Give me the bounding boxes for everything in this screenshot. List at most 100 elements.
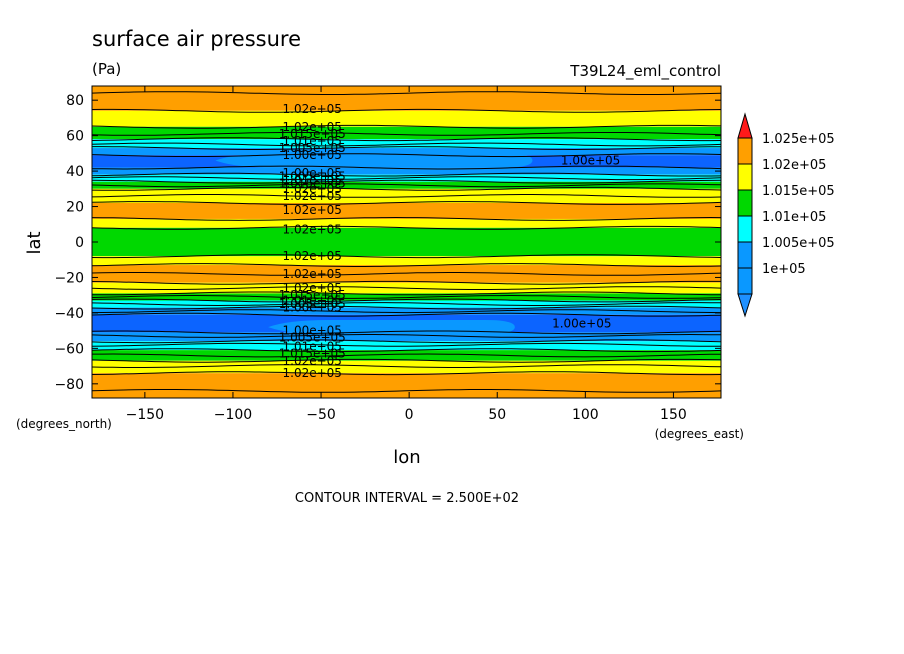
pressure-band-6	[92, 167, 721, 175]
legend-label-4: 1.005e+05	[762, 236, 835, 251]
contour-line-39	[92, 389, 721, 393]
pressure-band-20	[92, 332, 721, 342]
legend-label-0: 1.025e+05	[762, 132, 835, 147]
contour-line-6	[92, 146, 721, 151]
contour-label-9: 1.01e+05	[283, 173, 342, 187]
y-axis-ticks: −80 −60 −40 −20 0 20 40 60 80	[54, 93, 721, 393]
contour-line-4	[92, 137, 721, 142]
contour-line-11	[92, 179, 721, 184]
colorbar-legend: 1.025e+05 1.02e+05 1.015e+05 1.01e+05 1.005e…	[737, 112, 835, 318]
contour-label-0: 1.02e+05	[283, 102, 342, 116]
contour-lines	[92, 91, 721, 393]
legend-swatch-0	[737, 137, 753, 165]
y-tick-label-5: 20	[66, 200, 84, 216]
pressure-band-9	[92, 188, 721, 203]
contour-line-30	[92, 330, 721, 335]
contour-label-5: 1.00e+05	[283, 148, 342, 162]
contour-label-27: 1.02e+05	[283, 354, 342, 368]
contour-label-21: 1.00e+05	[283, 301, 342, 315]
pressure-band-12	[92, 227, 721, 257]
contour-label-15: 1.02e+05	[283, 249, 342, 263]
contour-line-12	[92, 183, 721, 188]
contour-label-7: 1.00e+05	[283, 166, 342, 180]
contour-line-34	[92, 348, 721, 353]
contour-line-26	[92, 302, 721, 307]
pressure-band-13	[92, 256, 721, 266]
x-tick-label-6: 150	[660, 407, 687, 423]
run-label: T39L24_eml_control	[569, 62, 721, 81]
contour-line-36	[92, 358, 721, 363]
pressure-band-17	[92, 300, 721, 308]
legend-bottom-arrow	[737, 293, 753, 318]
contour-label-13: 1.02e+05	[283, 203, 342, 217]
pressure-band-4	[92, 148, 721, 156]
contour-label-3: 1.01e+05	[283, 134, 342, 148]
x-axis-label: lon	[393, 447, 420, 468]
contour-line-10	[92, 176, 721, 181]
x-tick-label-1: −100	[214, 407, 252, 423]
contour-line-7	[92, 153, 721, 158]
x-tick-label-2: −50	[306, 407, 336, 423]
x-tick-label-0: −150	[126, 407, 164, 423]
legend-swatch-3	[737, 215, 753, 243]
contour-label-20: 1.005e+05	[279, 297, 346, 311]
contour-line-15	[92, 201, 721, 205]
y-tick-label-8: 80	[66, 93, 84, 109]
legend-label-2: 1.015e+05	[762, 184, 835, 199]
pressure-patch-0	[215, 153, 533, 168]
contour-line-38	[92, 371, 721, 376]
legend-label-1: 1.02e+05	[762, 158, 826, 173]
contour-label-26: 1.015e+05	[279, 347, 346, 361]
contour-label-25: 1.01e+05	[283, 340, 342, 354]
contour-line-1	[92, 108, 721, 113]
x-tick-label-3: 0	[405, 407, 414, 423]
contour-label-8: 1.005e+05	[279, 169, 346, 183]
contour-label-22: 1.00e+05	[283, 324, 342, 338]
contour-label-11: 1.02e+05	[283, 182, 342, 196]
pressure-band-22	[92, 350, 721, 361]
contour-line-2	[92, 124, 721, 129]
pressure-band-16	[92, 293, 721, 301]
legend-swatch-2	[737, 189, 753, 217]
y-axis-unit: (degrees_north)	[16, 417, 112, 431]
contour-line-13	[92, 186, 721, 191]
contour-line-5	[92, 142, 721, 147]
contour-label-10: 1.015e+05	[279, 177, 346, 191]
x-axis-ticks: −150 −100 −50 0 50 100 150	[126, 86, 687, 423]
contour-line-21	[92, 280, 721, 285]
legend-swatch-4	[737, 241, 753, 269]
contour-line-27	[92, 305, 721, 310]
y-tick-label-6: 40	[66, 164, 84, 180]
contour-line-29	[92, 312, 721, 317]
contour-line-19	[92, 263, 721, 268]
y-tick-label-1: −60	[54, 341, 84, 357]
pressure-band-1	[92, 110, 721, 127]
pressure-band-18	[92, 307, 721, 315]
contour-line-8	[92, 165, 721, 170]
contour-line-23	[92, 291, 721, 296]
contour-line-0	[92, 91, 721, 95]
pressure-band-0	[92, 86, 721, 111]
plot-area: 1.02e+051.02e+051.015e+051.01e+051.005e+…	[92, 86, 721, 398]
contour-label-6: 1.00e+05	[561, 153, 620, 167]
units-label: (Pa)	[92, 60, 121, 78]
y-tick-label-4: 0	[75, 235, 84, 251]
pressure-band-14	[92, 265, 721, 283]
contour-line-14	[92, 194, 721, 198]
contour-label-24: 1.005e+05	[279, 331, 346, 345]
y-tick-label-2: −40	[54, 306, 84, 322]
contour-label-16: 1.02e+05	[283, 267, 342, 281]
pressure-band-2	[92, 126, 721, 140]
chart-title: surface air pressure	[92, 27, 301, 51]
legend-label-5: 1e+05	[762, 262, 806, 277]
y-tick-label-0: −80	[54, 377, 84, 393]
contour-line-25	[92, 298, 721, 303]
contour-label-4: 1.005e+05	[279, 141, 346, 155]
legend-swatch-5	[737, 267, 753, 295]
pressure-band-10	[92, 203, 721, 219]
contour-line-22	[92, 286, 721, 290]
contour-label-1: 1.02e+05	[283, 120, 342, 134]
x-tick-label-4: 50	[488, 407, 506, 423]
pressure-band-24	[92, 373, 721, 398]
